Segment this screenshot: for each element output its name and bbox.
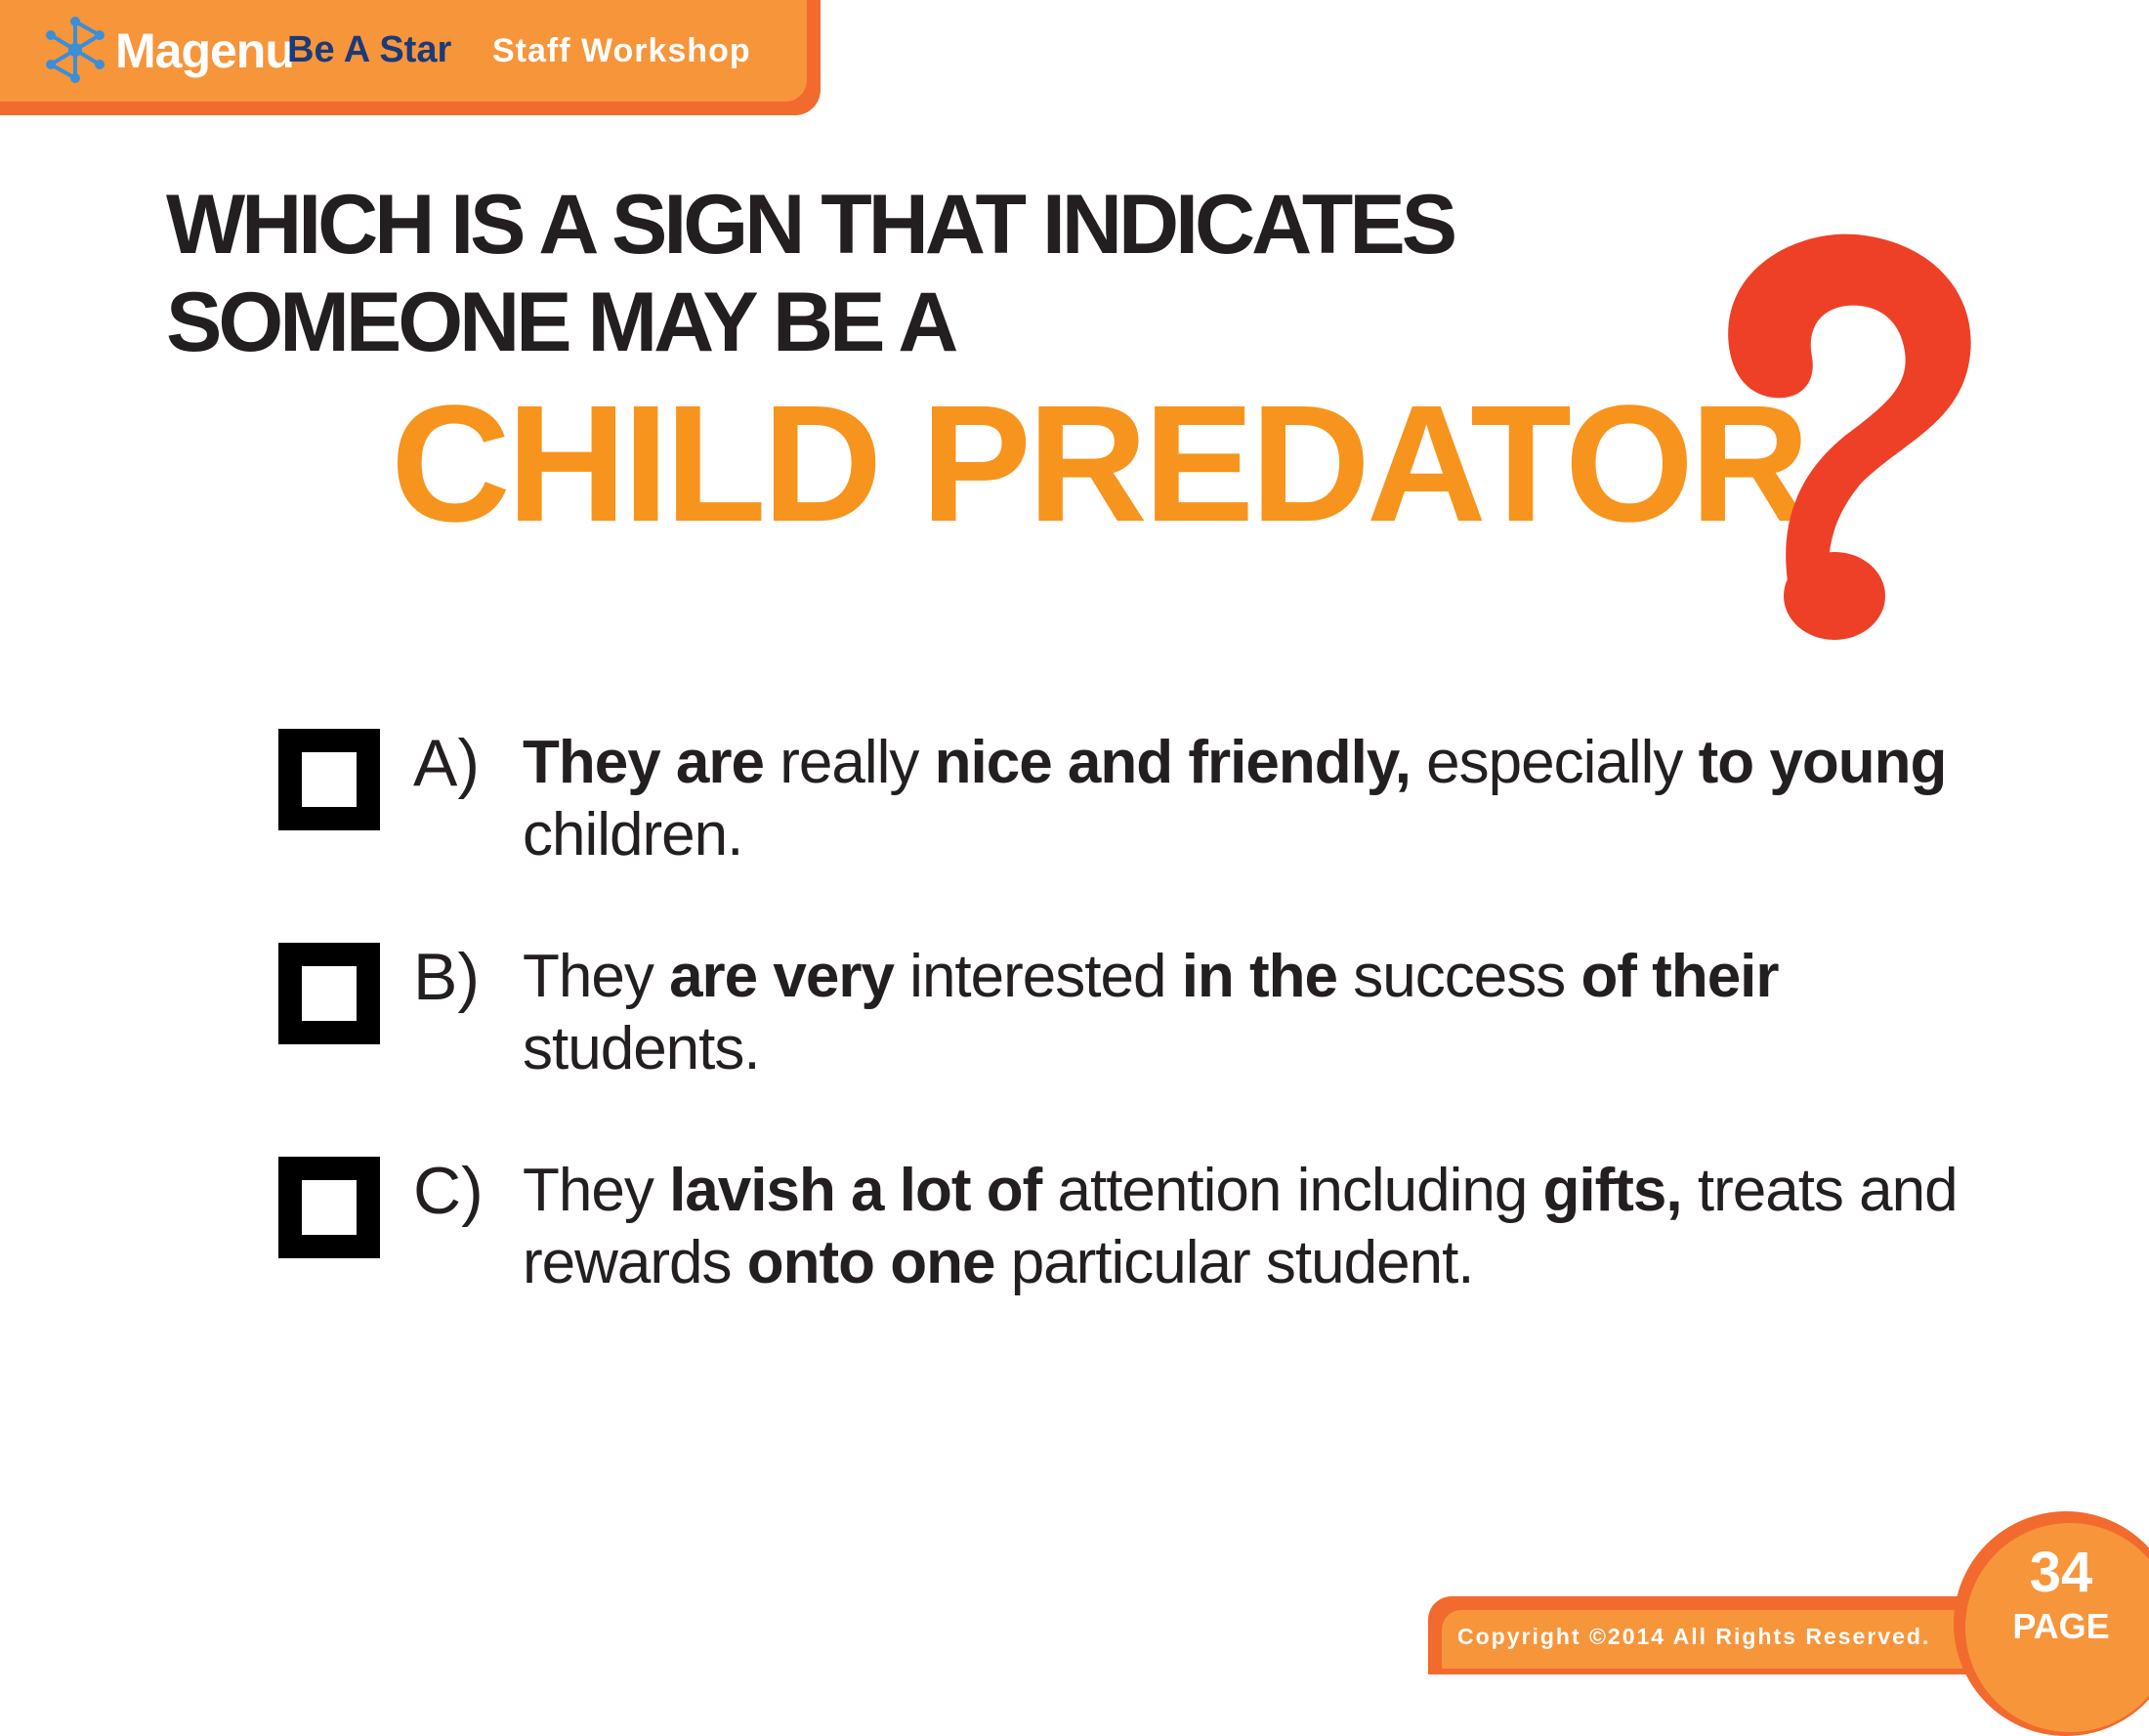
option-text-segment: They are [523,729,765,796]
option-a-letter: A) [413,726,480,800]
option-text-segment: nice and friendly, [934,729,1412,796]
option-text-segment: to young [1698,729,1948,796]
copyright-text: Copyright ©2014 All Rights Reserved. [1457,1624,1931,1649]
header-subtitle: Staff Workshop [492,32,751,69]
option-text-segment: attention including [1041,1157,1543,1224]
option-text-segment: interested [893,943,1182,1010]
question-mark-icon [1728,233,1971,640]
header-bar: Magenu Be A Star Staff Workshop [0,0,807,102]
option-text-segment: They [523,1157,670,1224]
option-text-segment: really [764,729,935,796]
header-title: Be A Star [287,29,452,70]
option-c[interactable]: C) They lavish a lot of attention includ… [278,1155,2037,1301]
option-text-segment: particular student. [994,1229,1475,1296]
page-number: 34 [2029,1541,2093,1604]
option-a[interactable]: A) They are really nice and friendly, es… [278,727,2037,873]
option-c-checkbox[interactable] [278,1157,380,1258]
option-text-segment: especially [1410,729,1699,796]
magenu-logo-icon [46,17,105,83]
option-b-letter: B) [413,940,480,1014]
option-text-segment: are very [669,943,895,1010]
option-c-text: They lavish a lot of attention including… [523,1155,1968,1299]
option-c-letter: C) [413,1154,484,1228]
logo-text: Magenu [115,23,295,78]
option-text-segment: lavish a lot of [669,1157,1042,1224]
option-text-segment: of their [1580,943,1779,1010]
question-emphasis: CHILD PREDATOR [391,371,1810,557]
option-b-text: They are very interested in the success … [523,941,1968,1085]
option-text-segment: treats and rewards [523,1157,1959,1296]
question-line-2: SOMEONE MAY BE A [166,275,958,369]
option-text-segment: children. [523,801,743,868]
option-b-checkbox[interactable] [278,943,380,1044]
option-text-segment: in the [1181,943,1338,1010]
option-a-checkbox[interactable] [278,729,380,830]
option-text-segment: onto one [746,1229,996,1296]
option-b[interactable]: B) They are very interested in the succe… [278,941,2037,1087]
option-text-segment: success [1337,943,1581,1010]
option-text-segment: students. [523,1015,761,1082]
question-line-1: WHICH IS A SIGN THAT INDICATES [166,178,1457,272]
question-heading: WHICH IS A SIGN THAT INDICATES SOMEONE M… [166,176,1457,371]
option-a-text: They are really nice and friendly, espec… [523,727,1968,871]
option-text-segment: They [523,943,670,1010]
option-text-segment: gifts, [1542,1157,1683,1224]
page-label: PAGE [2012,1606,2110,1646]
